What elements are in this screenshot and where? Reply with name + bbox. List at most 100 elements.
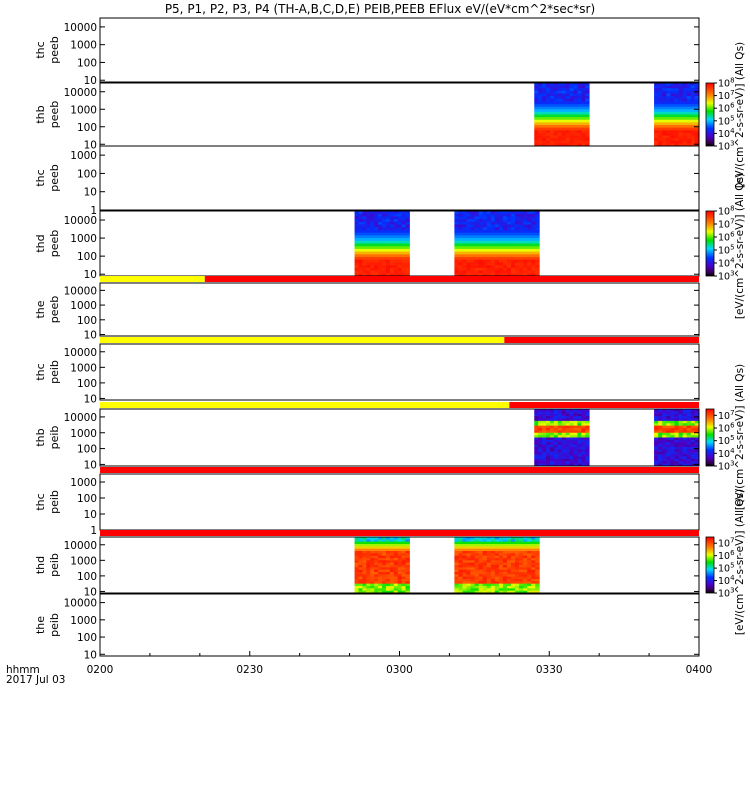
heatmap-cell [482, 257, 488, 261]
heatmap-cell [690, 93, 696, 97]
heatmap-cell [378, 232, 383, 236]
heatmap-cell [405, 588, 410, 592]
heatmap-cell [577, 106, 582, 110]
heatmap-cell [569, 85, 574, 89]
heatmap-cell [531, 560, 536, 564]
heatmap-cell [478, 574, 484, 578]
heatmap-cell [389, 262, 395, 266]
heatmap-cell [498, 229, 504, 234]
heatmap-cell [454, 537, 459, 540]
heatmap-cell [494, 567, 500, 571]
heatmap-cell [546, 447, 551, 450]
heatmap-cell [553, 114, 559, 118]
heatmap-cell [585, 437, 590, 441]
heatmap-cell [553, 418, 559, 422]
colorbar-unit-label: [eV/(cm^2-s-sr-eV)] (All Qs) [734, 489, 746, 635]
heatmap-cell [561, 456, 567, 460]
heatmap-cell [666, 413, 671, 417]
heatmap-cell [581, 437, 586, 441]
heatmap-cell [515, 243, 520, 247]
heatmap-cell [577, 409, 582, 412]
heatmap-cell [569, 428, 574, 431]
heatmap-cell [486, 569, 492, 573]
heatmap-cell [666, 420, 671, 424]
heatmap-cell [382, 259, 387, 263]
heatmap-cell [454, 246, 459, 250]
heatmap-cell [581, 140, 586, 144]
heatmap-cell [690, 435, 696, 438]
heatmap-cell [577, 109, 582, 113]
heatmap-cell [670, 117, 675, 121]
heatmap-cell [523, 569, 528, 573]
heatmap-cell [370, 548, 375, 552]
heatmap-cell [523, 579, 528, 582]
heatmap-cell [682, 104, 688, 108]
heatmap-cell [549, 425, 555, 429]
heatmap-cell [561, 111, 567, 115]
heatmap-cell [658, 111, 663, 115]
heatmap-cell [397, 227, 403, 231]
heatmap-cell [385, 232, 391, 236]
heatmap-cell [397, 546, 403, 550]
heatmap-cell [527, 254, 532, 258]
heatmap-cell [510, 544, 516, 547]
heatmap-cell [565, 117, 570, 121]
panel-label-probe: thb [34, 428, 47, 446]
heatmap-cell [498, 553, 504, 557]
heatmap-cell [454, 232, 459, 236]
heatmap-cell [569, 114, 574, 118]
heatmap-cell [686, 132, 692, 136]
heatmap-cell [370, 221, 375, 225]
heatmap-cell [654, 409, 659, 412]
heatmap-cell [470, 579, 476, 582]
spectrogram-blocks [354, 211, 540, 277]
heatmap-cell [581, 420, 586, 424]
heatmap-cell [553, 83, 559, 87]
heatmap-cell [470, 221, 476, 225]
heatmap-cell [557, 132, 563, 136]
heatmap-cell [553, 458, 559, 462]
heatmap-cell [378, 248, 383, 253]
y-tick-label: 100 [77, 493, 97, 505]
heatmap-cell [378, 216, 383, 220]
heatmap-cell [362, 235, 367, 239]
heatmap-cell [557, 432, 563, 436]
heatmap-cell [666, 430, 671, 434]
heatmap-cell [393, 254, 399, 258]
heatmap-cell [573, 85, 578, 89]
heatmap-cell [581, 104, 586, 108]
heatmap-cell [478, 537, 484, 540]
heatmap-cell [658, 117, 663, 121]
heatmap-cell [535, 565, 540, 568]
heatmap-cell [466, 257, 471, 261]
heatmap-cell [557, 444, 563, 448]
heatmap-cell [581, 101, 586, 105]
heatmap-cell [666, 442, 671, 446]
heatmap-cell [366, 227, 371, 231]
heatmap-cell [523, 551, 528, 554]
colorbar [705, 210, 715, 277]
heatmap-cell [573, 106, 578, 110]
heatmap-cell [494, 248, 500, 253]
heatmap-cell [658, 428, 663, 431]
heatmap-cell [458, 567, 463, 571]
heatmap-cell [490, 551, 496, 554]
heatmap-cell [470, 558, 476, 561]
heatmap-cell [478, 262, 484, 266]
heatmap-cell [573, 461, 578, 465]
heatmap-cell [515, 240, 520, 244]
heatmap-cell [573, 423, 578, 427]
status-bar-yellow [100, 402, 510, 408]
heatmap-cell [354, 588, 359, 592]
heatmap-cell [474, 238, 480, 242]
heatmap-cell [534, 98, 539, 102]
heatmap-cell [557, 83, 563, 87]
heatmap-cell [666, 411, 671, 415]
heatmap-cell [454, 555, 459, 559]
y-tick-label: 1000 [70, 150, 97, 162]
heatmap-cell [401, 224, 406, 228]
heatmap-cell [470, 259, 476, 263]
heatmap-cell [686, 111, 692, 115]
heatmap-cell [585, 127, 590, 131]
